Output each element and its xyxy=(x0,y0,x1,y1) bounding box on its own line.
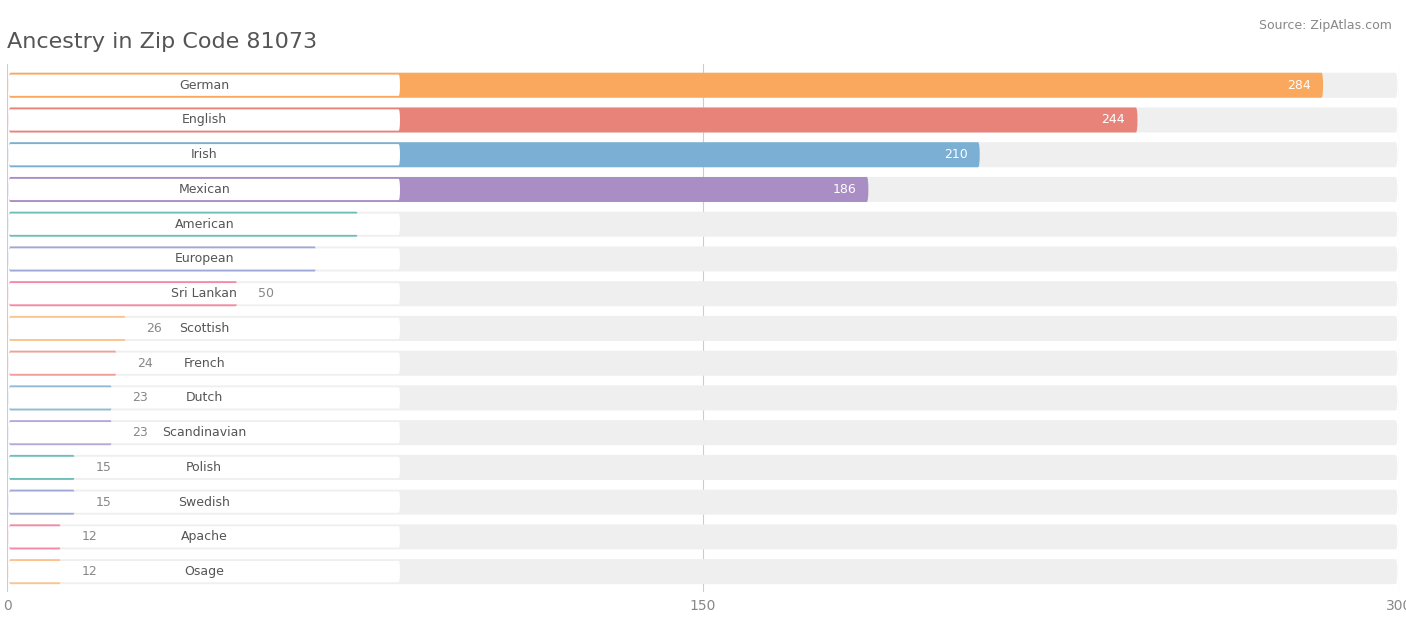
Text: 76: 76 xyxy=(330,218,346,231)
Text: 50: 50 xyxy=(257,287,274,300)
FancyBboxPatch shape xyxy=(8,316,1398,341)
Text: Dutch: Dutch xyxy=(186,392,222,404)
Text: Polish: Polish xyxy=(186,461,222,474)
Text: Irish: Irish xyxy=(191,148,218,161)
Text: 12: 12 xyxy=(82,531,97,544)
FancyBboxPatch shape xyxy=(8,491,399,513)
Text: Mexican: Mexican xyxy=(179,183,231,196)
Text: 15: 15 xyxy=(96,461,111,474)
FancyBboxPatch shape xyxy=(8,249,399,270)
Text: Scandinavian: Scandinavian xyxy=(162,426,246,439)
Text: German: German xyxy=(179,79,229,91)
FancyBboxPatch shape xyxy=(8,420,112,445)
FancyBboxPatch shape xyxy=(8,73,1398,98)
Text: 244: 244 xyxy=(1101,113,1125,126)
FancyBboxPatch shape xyxy=(8,281,238,306)
FancyBboxPatch shape xyxy=(8,385,1398,410)
Text: Osage: Osage xyxy=(184,565,224,578)
FancyBboxPatch shape xyxy=(8,455,1398,480)
FancyBboxPatch shape xyxy=(8,212,1398,237)
FancyBboxPatch shape xyxy=(8,281,1398,306)
Text: Ancestry in Zip Code 81073: Ancestry in Zip Code 81073 xyxy=(7,32,318,52)
FancyBboxPatch shape xyxy=(8,559,1398,584)
FancyBboxPatch shape xyxy=(8,108,1137,133)
FancyBboxPatch shape xyxy=(8,420,1398,445)
FancyBboxPatch shape xyxy=(8,247,1398,272)
FancyBboxPatch shape xyxy=(8,283,399,305)
FancyBboxPatch shape xyxy=(8,247,316,272)
FancyBboxPatch shape xyxy=(8,144,399,166)
Text: 186: 186 xyxy=(832,183,856,196)
Text: 12: 12 xyxy=(82,565,97,578)
Text: French: French xyxy=(183,357,225,370)
Text: 67: 67 xyxy=(288,252,304,265)
FancyBboxPatch shape xyxy=(8,214,399,235)
Text: 26: 26 xyxy=(146,322,162,335)
FancyBboxPatch shape xyxy=(8,526,399,547)
FancyBboxPatch shape xyxy=(8,524,60,549)
Text: Swedish: Swedish xyxy=(179,496,231,509)
Text: 23: 23 xyxy=(132,426,148,439)
Text: Apache: Apache xyxy=(181,531,228,544)
FancyBboxPatch shape xyxy=(8,212,359,237)
FancyBboxPatch shape xyxy=(8,317,399,339)
FancyBboxPatch shape xyxy=(8,385,112,410)
Text: 23: 23 xyxy=(132,392,148,404)
FancyBboxPatch shape xyxy=(8,179,399,200)
FancyBboxPatch shape xyxy=(8,108,1398,133)
FancyBboxPatch shape xyxy=(8,351,1398,375)
FancyBboxPatch shape xyxy=(8,422,399,443)
FancyBboxPatch shape xyxy=(8,455,75,480)
Text: 284: 284 xyxy=(1286,79,1310,91)
Text: European: European xyxy=(174,252,233,265)
FancyBboxPatch shape xyxy=(8,561,399,582)
FancyBboxPatch shape xyxy=(8,316,127,341)
FancyBboxPatch shape xyxy=(8,489,75,515)
Text: Source: ZipAtlas.com: Source: ZipAtlas.com xyxy=(1258,19,1392,32)
Text: 15: 15 xyxy=(96,496,111,509)
Text: English: English xyxy=(181,113,226,126)
Text: 210: 210 xyxy=(943,148,967,161)
Text: 24: 24 xyxy=(136,357,153,370)
FancyBboxPatch shape xyxy=(8,109,399,131)
FancyBboxPatch shape xyxy=(8,75,399,96)
FancyBboxPatch shape xyxy=(8,73,1323,98)
FancyBboxPatch shape xyxy=(8,489,1398,515)
FancyBboxPatch shape xyxy=(8,142,980,167)
FancyBboxPatch shape xyxy=(8,177,1398,202)
FancyBboxPatch shape xyxy=(8,559,60,584)
Text: American: American xyxy=(174,218,233,231)
FancyBboxPatch shape xyxy=(8,177,869,202)
FancyBboxPatch shape xyxy=(8,457,399,478)
Text: Scottish: Scottish xyxy=(179,322,229,335)
FancyBboxPatch shape xyxy=(8,142,1398,167)
FancyBboxPatch shape xyxy=(8,351,117,375)
FancyBboxPatch shape xyxy=(8,387,399,408)
Text: Sri Lankan: Sri Lankan xyxy=(172,287,238,300)
FancyBboxPatch shape xyxy=(8,524,1398,549)
FancyBboxPatch shape xyxy=(8,352,399,374)
